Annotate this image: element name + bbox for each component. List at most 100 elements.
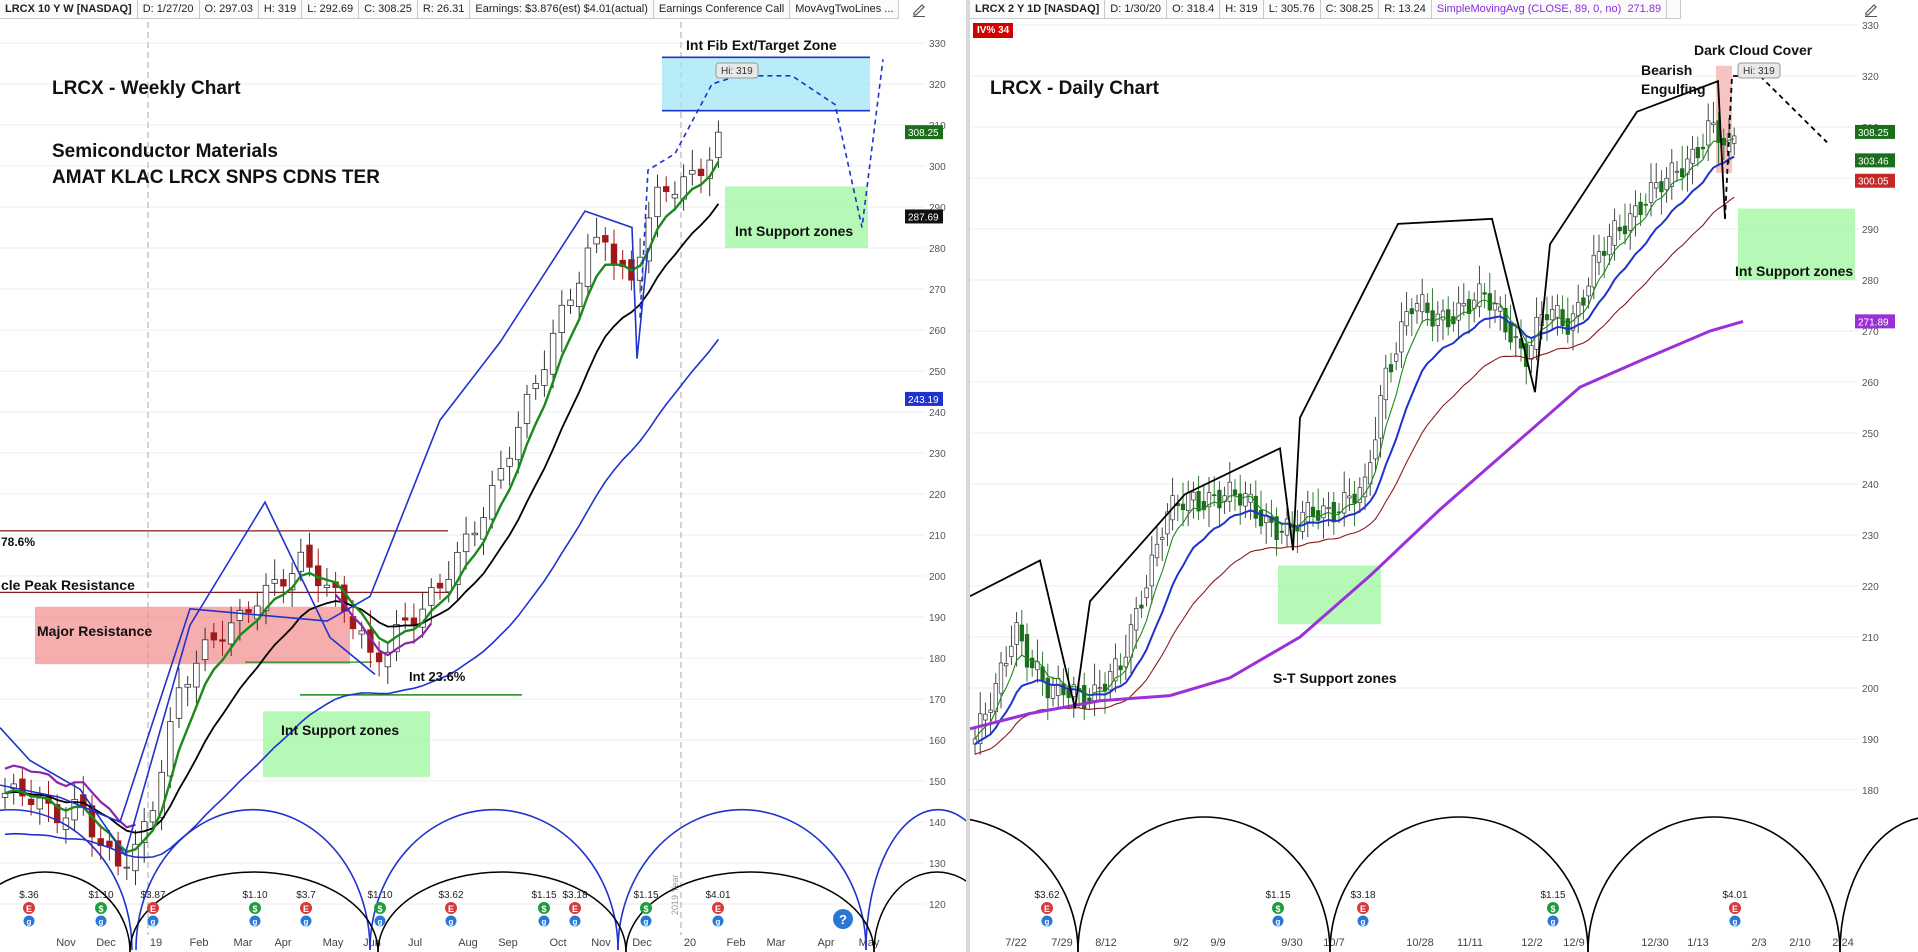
candle-body bbox=[1030, 657, 1035, 669]
y-tick-label: 270 bbox=[929, 285, 946, 296]
x-tick-label: 7/29 bbox=[1051, 937, 1072, 949]
dividend-marker-amount: $3.62 bbox=[438, 890, 463, 901]
dividend-marker-info-glyph: g bbox=[378, 918, 383, 927]
dividend-marker-icon bbox=[538, 902, 550, 914]
cycle-channel-line bbox=[0, 500, 376, 857]
candle-body bbox=[27, 798, 35, 806]
dividend-marker-info-icon bbox=[147, 915, 159, 927]
cycle-arc-minor bbox=[0, 871, 131, 952]
dividend-marker-amount: $4.01 bbox=[1722, 890, 1747, 901]
peers-label: AMAT KLAC LRCX SNPS CDNS TER bbox=[52, 167, 380, 188]
study-readout[interactable]: MovAvgTwoLines ... bbox=[790, 0, 900, 18]
candle-body bbox=[1388, 364, 1394, 373]
candle-body bbox=[1186, 492, 1191, 511]
dividend-marker-amount: $1.15 bbox=[633, 890, 658, 901]
candle-body bbox=[1674, 170, 1680, 173]
projected-swing-line bbox=[1724, 75, 1828, 219]
candle-body bbox=[1482, 292, 1487, 295]
candle-body bbox=[1440, 310, 1446, 321]
x-tick-label: Sep bbox=[498, 937, 518, 949]
cycle-arc-minor bbox=[129, 871, 379, 952]
price-tag-bg bbox=[905, 391, 943, 406]
candle-body bbox=[19, 778, 26, 797]
candle-body bbox=[978, 713, 983, 745]
y-tick-label: 280 bbox=[1862, 276, 1879, 287]
support-zone-st bbox=[1278, 565, 1381, 625]
candle-body bbox=[297, 551, 304, 572]
dividend-marker-info-icon bbox=[249, 915, 261, 927]
chart-title: LRCX - Weekly Chart bbox=[52, 78, 241, 99]
candle-body bbox=[1586, 285, 1591, 297]
candle-body bbox=[1544, 314, 1550, 321]
symbol-label[interactable]: LRCX 10 Y W [NASDAQ] bbox=[0, 0, 138, 18]
candle-body bbox=[1357, 487, 1362, 503]
x-tick-label: 7/22 bbox=[1005, 937, 1026, 949]
candle-body bbox=[1139, 604, 1144, 609]
candle-body bbox=[123, 866, 130, 869]
candle-body bbox=[1648, 182, 1654, 203]
ma-purple-line bbox=[4, 764, 136, 829]
candle-body bbox=[1430, 310, 1435, 327]
cycle-arc bbox=[1077, 816, 1331, 952]
candle-body bbox=[1071, 684, 1076, 698]
price-tag-bg bbox=[1855, 124, 1895, 139]
y-tick-label: 160 bbox=[929, 736, 946, 747]
candle-body bbox=[1529, 345, 1534, 360]
daily-chart-canvas[interactable]: 1801902002102202302402502602702802903003… bbox=[970, 0, 1918, 952]
candle-body bbox=[1321, 505, 1326, 519]
candle-body bbox=[1633, 205, 1638, 218]
dividend-marker-info-glyph: g bbox=[573, 918, 578, 927]
cycle-arc bbox=[1329, 816, 1589, 952]
panel-divider[interactable] bbox=[966, 0, 970, 952]
fib-target-zone bbox=[662, 57, 870, 111]
candle-body bbox=[671, 193, 679, 199]
candle-body bbox=[1316, 510, 1321, 521]
support-zone-label: Int Support zones bbox=[735, 223, 853, 239]
y-tick-label: 260 bbox=[929, 326, 946, 337]
candle-body bbox=[1492, 303, 1498, 311]
symbol-label[interactable]: LRCX 2 Y 1D [NASDAQ] bbox=[970, 0, 1106, 18]
x-tick-label: 11/11 bbox=[1457, 937, 1483, 949]
x-tick-label: Mar bbox=[234, 937, 253, 949]
engulfing-label: Engulfing bbox=[1641, 81, 1706, 97]
candle-body bbox=[1560, 309, 1565, 327]
candle-body bbox=[375, 652, 383, 663]
edit-pencil-icon[interactable] bbox=[1863, 1, 1879, 17]
dividend-marker-glyph: E bbox=[303, 904, 309, 914]
sma-study-readout[interactable]: SimpleMovingAvg (CLOSE, 89, 0, no) 271.8… bbox=[1432, 0, 1668, 18]
y-tick-label: 270 bbox=[1862, 327, 1879, 338]
daily-chart-panel[interactable]: 1801902002102202302402502602702802903003… bbox=[970, 0, 1918, 952]
weekly-chart-panel[interactable]: 120 130 140 150 160 170 180 190 200 210 220 230 240 2… bbox=[0, 0, 966, 952]
candle-body bbox=[593, 236, 600, 245]
candle-body bbox=[1144, 587, 1149, 599]
x-tick-label: Apr bbox=[817, 937, 834, 949]
candle-body bbox=[1019, 624, 1024, 642]
fib-zone-label: Int Fib Ext/Target Zone bbox=[686, 37, 837, 53]
y-tick-label: 220 bbox=[1862, 582, 1879, 593]
dividend-marker-amount: $3.18 bbox=[1350, 890, 1375, 901]
dividend-marker-amount: $3.18 bbox=[562, 890, 587, 901]
candle-body bbox=[1154, 543, 1160, 559]
candle-body bbox=[1087, 697, 1092, 702]
candle-body bbox=[1607, 236, 1612, 256]
edit-pencil-icon[interactable] bbox=[911, 1, 927, 17]
candle-body bbox=[1045, 677, 1050, 699]
y-tick-label: 300 bbox=[929, 162, 946, 173]
candle-body bbox=[1212, 494, 1217, 497]
weekly-chart-canvas[interactable]: 120 130 140 150 160 170 180 190 200 210 220 230 240 2… bbox=[0, 0, 966, 952]
close-readout: C: 308.25 bbox=[359, 0, 418, 18]
price-tag-bg bbox=[1855, 314, 1895, 329]
candle-body bbox=[1097, 687, 1102, 690]
candle-body bbox=[1565, 318, 1570, 335]
candle-body bbox=[1706, 120, 1711, 146]
candle-body bbox=[271, 579, 278, 584]
candle-body bbox=[36, 797, 43, 810]
dividend-marker-amount: $1.15 bbox=[531, 890, 556, 901]
dividend-marker-info-icon bbox=[1729, 915, 1741, 927]
candle-body bbox=[1617, 226, 1622, 232]
event-readout: Earnings Conference Call bbox=[654, 0, 791, 18]
earnings-readout: Earnings: $3.876(est) $4.01(actual) bbox=[470, 0, 654, 18]
dividend-marker-icon bbox=[249, 902, 261, 914]
x-tick-label: Nov bbox=[56, 937, 76, 949]
candle-body bbox=[1217, 489, 1222, 509]
